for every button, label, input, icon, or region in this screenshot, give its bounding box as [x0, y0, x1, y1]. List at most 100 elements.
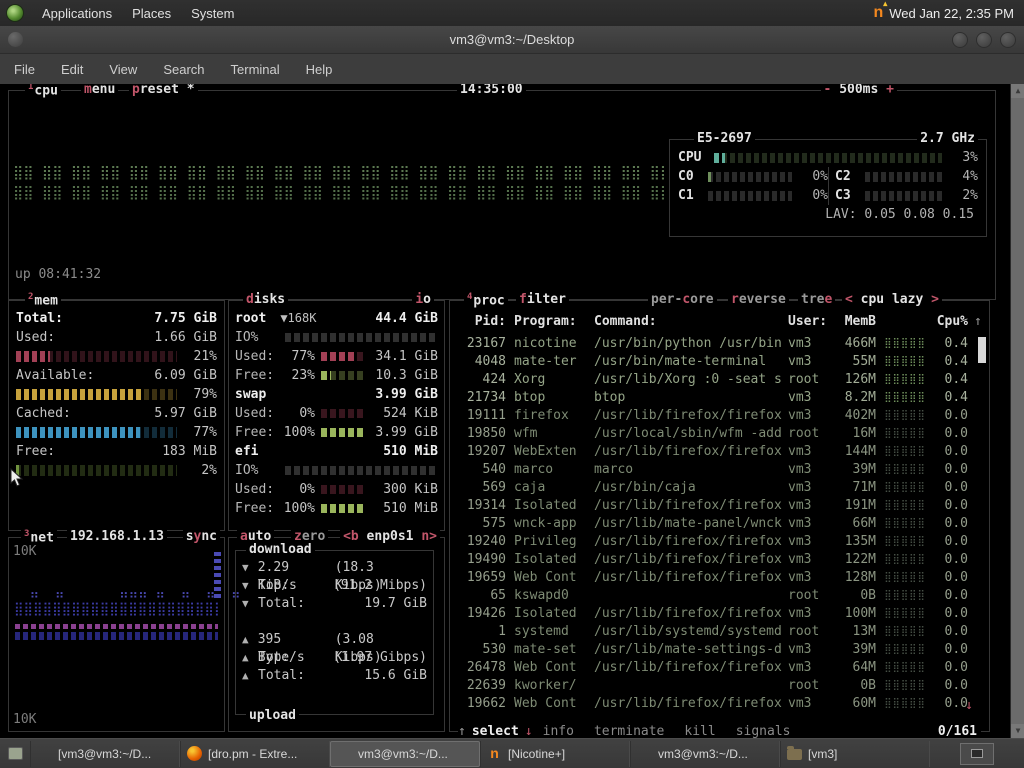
- process-cpu-pct: 0.4: [944, 354, 968, 369]
- io-tab[interactable]: io: [412, 292, 434, 307]
- terminal-scrollbar[interactable]: ▲ ▼: [1010, 84, 1024, 738]
- kill-action[interactable]: kill: [684, 723, 716, 739]
- workspace-switcher[interactable]: [960, 742, 994, 765]
- taskbar-window-button[interactable]: [vm3@vm3:~/D...: [30, 740, 180, 767]
- info-action[interactable]: info: [542, 723, 574, 739]
- header-program[interactable]: Program:: [514, 314, 577, 329]
- menu-system[interactable]: System: [191, 5, 235, 21]
- header-pid[interactable]: Pid:: [474, 314, 506, 329]
- reverse-tab[interactable]: reverse: [728, 292, 789, 307]
- close-button[interactable]: [1000, 31, 1016, 48]
- process-row[interactable]: 1 systemd/usr/lib/systemd/systemd root 13M ⣿…: [450, 623, 977, 641]
- workspace-1[interactable]: [960, 742, 994, 765]
- process-row[interactable]: 575 wnck-app/usr/lib/mate-panel/wnck vm3 66…: [450, 515, 977, 533]
- process-row[interactable]: 21734 btop btop vm3 8.2M ⣿⣿⣿⣿⣿ 0.4: [450, 389, 977, 407]
- process-count: 0/161: [933, 723, 981, 739]
- interval-minus[interactable]: -: [823, 82, 832, 97]
- menu-applications[interactable]: Applications: [42, 5, 113, 21]
- window-titlebar[interactable]: vm3@vm3:~/Desktop: [0, 26, 1024, 54]
- terminate-action[interactable]: terminate: [593, 723, 665, 739]
- process-row[interactable]: 4048 mate-ter/usr/bin/mate-terminal vm3 55M…: [450, 353, 977, 371]
- menu-search[interactable]: Search: [163, 61, 205, 77]
- maximize-button[interactable]: [976, 31, 992, 48]
- header-memb[interactable]: MemB: [844, 314, 876, 329]
- process-row[interactable]: 19240 Privileg/usr/lib/firefox/firefox vm3…: [450, 533, 977, 551]
- process-command: /usr/lib/firefox/firefox: [594, 498, 782, 513]
- menu-help[interactable]: Help: [305, 61, 333, 77]
- window-menu-icon[interactable]: [8, 32, 23, 47]
- process-row[interactable]: 530 mate-set/usr/lib/mate-settings-d vm3 39…: [450, 641, 977, 659]
- process-row[interactable]: 19207 WebExten/usr/lib/firefox/firefox vm3…: [450, 443, 977, 461]
- tree-tab[interactable]: tree: [798, 292, 836, 307]
- mate-menu-icon[interactable]: [6, 4, 24, 22]
- process-row[interactable]: 19850 wfm/usr/local/sbin/wfm -add root 16M ⣿…: [450, 425, 977, 443]
- select-action[interactable]: select: [471, 723, 519, 739]
- header-cpu[interactable]: Cpu%: [936, 314, 968, 329]
- menu-terminal[interactable]: Terminal: [230, 61, 280, 77]
- load-average: LAV: 0.05 0.08 0.15: [825, 207, 974, 222]
- per-core-tab[interactable]: per-core: [648, 292, 717, 307]
- taskbar-window-button[interactable]: [dro.pm - Extre...: [180, 740, 330, 767]
- filter-tab[interactable]: filter: [516, 292, 569, 307]
- nicotine-icon: n: [490, 745, 499, 761]
- auto-tab[interactable]: auto: [237, 529, 275, 544]
- disk-meter: [285, 466, 438, 475]
- scrollbar-down-icon[interactable]: ▼: [1011, 724, 1024, 738]
- window-title: vm3@vm3:~/Desktop: [449, 32, 575, 47]
- disk-stat-label: Free:: [235, 368, 275, 383]
- process-row[interactable]: 22639 kworker/root 0B ⣿⣿⣿⣿⣿ 0.0: [450, 677, 977, 695]
- mem-free-meter-row: 2%: [16, 461, 217, 480]
- header-user[interactable]: User:: [788, 314, 828, 329]
- zero-tab[interactable]: zero: [291, 529, 329, 544]
- taskbar-window-button[interactable]: vm3@vm3:~/D...: [630, 740, 780, 767]
- menu-places[interactable]: Places: [132, 5, 172, 21]
- process-cpu-pct: 0.0: [944, 660, 968, 675]
- process-row[interactable]: 23167 nicotine/usr/bin/python /usr/bin vm3…: [450, 335, 977, 353]
- sort-selector[interactable]: < cpu lazy >: [842, 292, 942, 307]
- preset-tab[interactable]: preset *: [129, 82, 198, 97]
- proc-scrollbar-thumb[interactable]: [978, 337, 986, 363]
- disk-name: efi: [235, 444, 259, 459]
- taskbar-window-button[interactable]: vm3@vm3:~/D...: [330, 740, 480, 767]
- menu-view[interactable]: View: [109, 61, 138, 77]
- scroll-down-icon[interactable]: ↓: [965, 698, 973, 713]
- process-row[interactable]: 65 kswapd0 root 0B ⣿⣿⣿⣿⣿ 0.0: [450, 587, 977, 605]
- process-cpu-pct: 0.0: [944, 588, 968, 603]
- scrollbar-up-icon[interactable]: ▲: [1011, 84, 1024, 98]
- process-row[interactable]: 19314 Isolated/usr/lib/firefox/firefox vm3…: [450, 497, 977, 515]
- process-pid: 19207: [466, 444, 506, 459]
- process-row[interactable]: 19659 Web Cont/usr/lib/firefox/firefox vm3…: [450, 569, 977, 587]
- header-command[interactable]: Command:: [594, 314, 657, 329]
- process-row[interactable]: 19111 firefox/usr/lib/firefox/firefox vm3 4…: [450, 407, 977, 425]
- taskbar-window-button[interactable]: n [Nicotine+]: [480, 740, 630, 767]
- taskbar-window-button[interactable]: [vm3]: [780, 740, 930, 767]
- panel-clock[interactable]: Wed Jan 22, 2:35 PM: [889, 5, 1014, 21]
- process-row[interactable]: 19426 Isolated/usr/lib/firefox/firefox vm3…: [450, 605, 977, 623]
- minimize-button[interactable]: [952, 31, 968, 48]
- process-program: Web Cont: [514, 660, 577, 675]
- process-row[interactable]: 19490 Isolated/usr/lib/firefox/firefox vm3…: [450, 551, 977, 569]
- interface-switcher[interactable]: <b enp0s1 n>: [340, 529, 440, 544]
- process-row[interactable]: 26478 Web Cont/usr/lib/firefox/firefox vm3…: [450, 659, 977, 677]
- process-row[interactable]: 424 Xorg/usr/lib/Xorg :0 -seat s root 126M ⣿…: [450, 371, 977, 389]
- process-mem: 8.2M: [844, 390, 876, 405]
- process-row[interactable]: 569 caja/usr/bin/caja vm3 71M ⣿⣿⣿⣿⣿ 0.0: [450, 479, 977, 497]
- menu-tab[interactable]: menu: [81, 82, 119, 97]
- nicotine-tray-icon[interactable]: n: [873, 0, 886, 21]
- btop-app: 1cpu menu preset * 14:35:00 - 500ms + ⣿⣿…: [0, 82, 1024, 740]
- process-row[interactable]: 19662 Web Cont/usr/lib/firefox/firefox vm3…: [450, 695, 977, 713]
- process-pid: 19240: [466, 534, 506, 549]
- process-user: vm3: [788, 534, 812, 549]
- menu-edit[interactable]: Edit: [60, 61, 84, 77]
- select-up-icon[interactable]: ↑: [458, 723, 466, 739]
- show-desktop-button[interactable]: [3, 742, 27, 766]
- signals-action[interactable]: signals: [735, 723, 791, 739]
- menu-file[interactable]: File: [14, 61, 35, 77]
- interval-plus[interactable]: +: [886, 82, 894, 97]
- select-down-icon[interactable]: ↓: [524, 723, 533, 739]
- taskbar-window-label: [dro.pm - Extre...: [208, 746, 298, 761]
- disk-stat-row: Used: 77% 34.1 GiB: [235, 347, 438, 366]
- mouse-cursor: [10, 468, 24, 487]
- sync-tab[interactable]: sync: [182, 529, 220, 544]
- process-row[interactable]: 540 marco marco vm3 39M ⣿⣿⣿⣿⣿ 0.0: [450, 461, 977, 479]
